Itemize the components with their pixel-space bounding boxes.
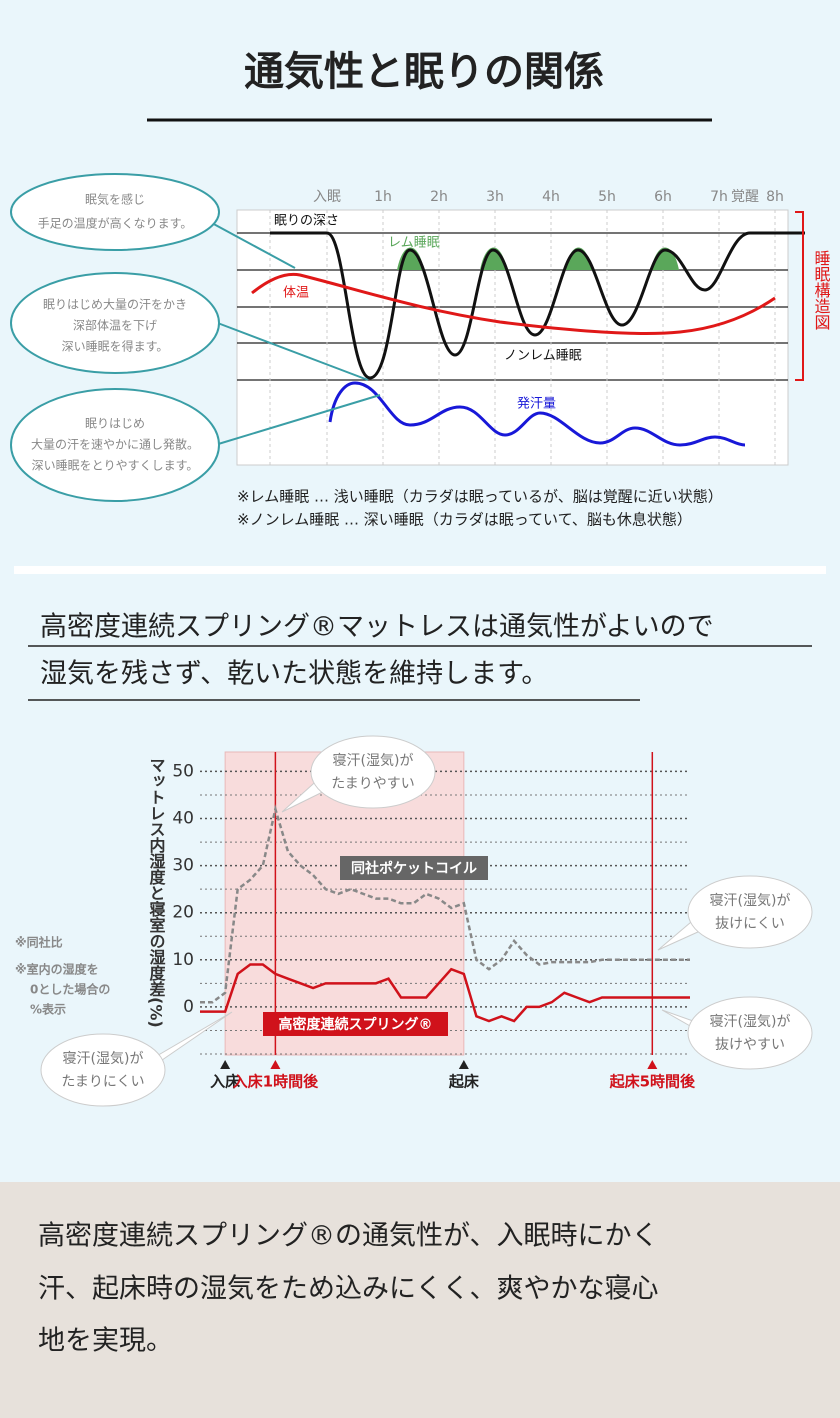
footer-line: 汗、起床時の湿気をため込みにくく、爽やかな寝心 <box>38 1274 658 1305</box>
callout-bubble <box>687 875 813 949</box>
time-label: 3h <box>486 189 504 205</box>
callout-text: たまりやすい <box>331 776 415 792</box>
temp-curve <box>251 272 776 336</box>
temp-label: 体温 <box>283 286 309 301</box>
time-label: 5h <box>598 189 616 205</box>
callout-bubble <box>687 996 813 1070</box>
series-line <box>200 963 690 1023</box>
note-text: 深部体温を下げ <box>73 318 157 333</box>
category-marker <box>458 1060 469 1069</box>
side-note: ※同社比 <box>15 935 63 950</box>
time-grid <box>269 210 776 465</box>
note-text: 深い睡眠を得ます。 <box>62 339 169 354</box>
y-tick-label: 20 <box>172 903 194 923</box>
note-text: 眠りはじめ <box>85 417 145 431</box>
callout-text: 抜けにくい <box>715 916 785 932</box>
y-tick-label: 10 <box>172 950 194 970</box>
callout-text: たまりにくい <box>61 1074 144 1090</box>
note-text: 手足の温度が高くなります。 <box>38 216 193 231</box>
x-tick-label: 起床 <box>448 1073 480 1091</box>
series-line <box>200 804 690 1004</box>
side-label: 睡眠構造図 <box>812 250 831 330</box>
category-marker <box>270 1060 281 1069</box>
footer-background <box>0 1182 840 1418</box>
message-line: 高密度連続スプリング®マットレスは通気性がよいので <box>40 612 714 643</box>
footnote: ※レム睡眠 … 浅い睡眠（カラダは眠っているが、脳は覚醒に近い状態） <box>237 488 723 506</box>
callout-text: 寝汗(湿気)が <box>710 892 791 909</box>
note-text: 眠りはじめ大量の汗をかき <box>43 298 187 312</box>
sweat-curve <box>328 381 746 447</box>
time-label: 6h <box>654 189 672 205</box>
time-label: 8h <box>766 189 784 205</box>
legend-entry: 同社ポケットコイル <box>351 860 477 877</box>
nonrem-label: ノンレム睡眠 <box>504 349 582 364</box>
diagram-frame <box>236 209 789 466</box>
y-tick-label: 0 <box>183 997 194 1017</box>
side-note: 0とした場合の <box>30 982 110 997</box>
message-line: 湿気を残さず、乾いた状態を維持します。 <box>40 659 548 690</box>
legend-entry: 高密度連続スプリング® <box>279 1016 433 1033</box>
series-label-box <box>263 1012 448 1036</box>
x-tick-label: 入床 <box>210 1073 241 1091</box>
y-tick-label: 50 <box>172 761 194 781</box>
y-tick-label: 40 <box>172 809 194 829</box>
side-note: %表示 <box>30 1002 66 1017</box>
note-text: 大量の汗を速やかに通し発散。 <box>31 437 199 452</box>
time-label: 4h <box>542 189 560 205</box>
depth-curve <box>270 231 805 380</box>
callout-text: 抜けやすい <box>715 1037 785 1053</box>
footnote: ※ノンレム睡眠 … 深い睡眠（カラダは眠っていて、脳も休息状態） <box>237 511 692 529</box>
callout-text: 寝汗(湿気)が <box>63 1050 144 1067</box>
note-bubbles <box>10 173 381 502</box>
footer-line: 地を実現。 <box>38 1326 173 1357</box>
x-tick-label: 入床1時間後 <box>233 1073 319 1091</box>
rem-label: レム睡眠 <box>388 236 440 251</box>
diagram-rules <box>237 232 788 381</box>
separator <box>14 566 826 574</box>
footer-line: 高密度連続スプリング®の通気性が、入眠時にかく <box>38 1221 658 1252</box>
series-label-box <box>340 856 488 880</box>
note-text: 眠気を感じ <box>85 192 145 207</box>
category-marker <box>647 1060 658 1069</box>
note-text: 深い睡眠をとりやすくします。 <box>32 459 199 473</box>
title: 通気性と眠りの関係 <box>244 49 604 95</box>
time-label: 覚醒 <box>731 189 759 205</box>
time-label: 1h <box>374 189 392 205</box>
callout-text: 寝汗(湿気)が <box>333 752 414 769</box>
y-axis-label: マットレス内湿度と寝室の湿度差(%) <box>147 757 167 1028</box>
sweat-label: 発汗量 <box>517 397 556 412</box>
callout-text: 寝汗(湿気)が <box>710 1013 791 1030</box>
callout-bubble <box>310 735 436 809</box>
time-label: 入眠 <box>313 189 341 205</box>
category-marker <box>220 1060 231 1069</box>
side-note: ※室内の湿度を <box>15 962 99 977</box>
time-label: 2h <box>430 189 448 205</box>
sleep-diagram: 眠りの深さ レム睡眠 体温 ノンレム睡眠 発汗量 睡眠構造図 ※レム睡眠 … 浅… <box>10 173 831 529</box>
x-tick-label: 起床5時間後 <box>609 1073 696 1091</box>
y-tick-label: 30 <box>172 856 194 876</box>
callout-bubble <box>40 1033 166 1107</box>
bracket <box>795 211 804 381</box>
depth-label: 眠りの深さ <box>274 214 339 229</box>
time-label: 7h <box>710 189 728 205</box>
